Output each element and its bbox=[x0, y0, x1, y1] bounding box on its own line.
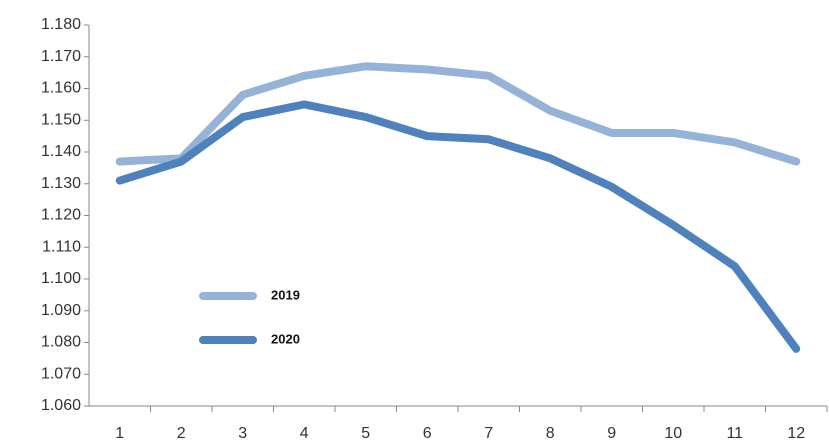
y-tick-label: 1.180 bbox=[41, 16, 81, 33]
y-tick-label: 1.080 bbox=[41, 334, 81, 351]
y-tick-label: 1.140 bbox=[41, 143, 81, 160]
x-tick-label: 10 bbox=[664, 425, 682, 442]
x-tick-label: 3 bbox=[238, 425, 247, 442]
legend-label: 2019 bbox=[271, 287, 300, 302]
y-tick-label: 1.120 bbox=[41, 207, 81, 224]
x-tick-label: 4 bbox=[300, 425, 309, 442]
y-tick-label: 1.110 bbox=[42, 238, 81, 255]
x-tick-label: 5 bbox=[361, 425, 370, 442]
y-tick-label: 1.170 bbox=[41, 48, 81, 65]
x-tick-label: 9 bbox=[607, 425, 616, 442]
x-tick-label: 11 bbox=[726, 425, 743, 442]
x-tick-label: 6 bbox=[423, 425, 432, 442]
legend-label: 2020 bbox=[271, 331, 300, 346]
y-tick-label: 1.100 bbox=[41, 270, 81, 287]
y-tick-label: 1.070 bbox=[41, 365, 81, 382]
y-tick-label: 1.060 bbox=[41, 397, 81, 414]
x-tick-label: 12 bbox=[787, 425, 805, 442]
y-tick-label: 1.150 bbox=[41, 111, 81, 128]
x-tick-label: 2 bbox=[177, 425, 186, 442]
line-series bbox=[115, 62, 801, 166]
x-tick-label: 1 bbox=[115, 425, 124, 442]
y-tick-label: 1.130 bbox=[41, 175, 81, 192]
line-series bbox=[115, 100, 801, 353]
y-tick-label: 1.090 bbox=[41, 302, 81, 319]
x-tick-label: 8 bbox=[546, 425, 555, 442]
x-tick-label: 7 bbox=[484, 425, 493, 442]
y-tick-label: 1.160 bbox=[41, 80, 81, 97]
